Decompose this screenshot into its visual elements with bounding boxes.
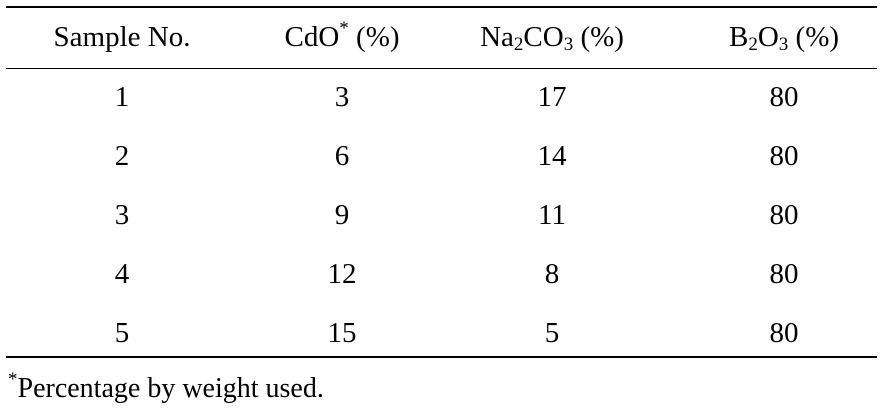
header-cdo-text: CdO (284, 21, 340, 53)
header-b2o3-part1: B (728, 21, 749, 53)
table-cell-sample: 4 (114, 258, 130, 290)
header-b2o3: B2O3 (%) (674, 20, 883, 54)
header-na2co3-part2: CO (523, 21, 564, 53)
table-cell-b2o3: 80 (769, 258, 799, 290)
header-cdo-unit: (%) (348, 21, 400, 53)
table-cell-cdo: 9 (334, 199, 350, 231)
table-cell-b2o3: 80 (769, 140, 799, 172)
table-cell-na2co3: 17 (537, 81, 567, 113)
table-header-rule (6, 68, 877, 69)
table-cell-b2o3: 80 (769, 199, 799, 231)
table-cell-na2co3: 8 (544, 258, 560, 290)
table-cell-sample: 2 (114, 140, 130, 172)
header-cdo: CdO* (%) (232, 18, 452, 54)
table-top-rule (6, 6, 877, 8)
table-cell-na2co3: 14 (537, 140, 567, 172)
table-cell-cdo: 15 (327, 317, 357, 349)
footnote-asterisk: * (8, 369, 18, 390)
table-footnote: *Percentage by weight used. (8, 369, 324, 406)
header-cdo-asterisk: * (339, 18, 349, 39)
header-na2co3-sub1: 2 (513, 34, 524, 55)
header-na2co3-part1: Na (480, 21, 514, 53)
table-cell-na2co3: 11 (538, 199, 566, 231)
table-cell-cdo: 12 (327, 258, 357, 290)
header-b2o3-sub1: 2 (748, 34, 758, 55)
table-cell-cdo: 6 (334, 140, 350, 172)
header-b2o3-sub2: 3 (778, 34, 789, 55)
header-b2o3-unit: (%) (788, 21, 840, 53)
header-na2co3: Na2CO3 (%) (442, 20, 662, 54)
footnote-text: Percentage by weight used. (17, 373, 324, 404)
table-cell-na2co3: 5 (544, 317, 560, 349)
header-na2co3-sub2: 3 (563, 34, 574, 55)
header-b2o3-part2: O (757, 21, 779, 53)
header-sample-no: Sample No. (53, 21, 191, 53)
table-cell-cdo: 3 (334, 81, 350, 113)
table-cell-sample: 3 (114, 199, 130, 231)
table-cell-sample: 5 (114, 317, 130, 349)
table-bottom-rule (6, 356, 877, 358)
table-cell-b2o3: 80 (769, 81, 799, 113)
table-cell-sample: 1 (114, 81, 130, 113)
table-cell-b2o3: 80 (769, 317, 799, 349)
header-na2co3-unit: (%) (573, 21, 624, 53)
